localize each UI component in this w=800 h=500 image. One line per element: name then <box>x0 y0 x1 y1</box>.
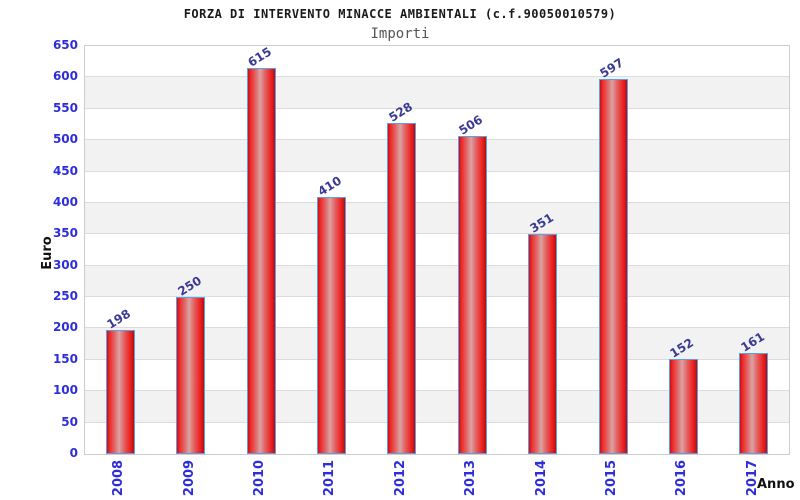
y-tick-label: 450 <box>52 163 78 178</box>
y-tick-label: 200 <box>52 320 78 335</box>
grid-band <box>85 202 789 235</box>
grid-band <box>85 172 789 203</box>
grid-band <box>85 109 789 141</box>
bar-2008 <box>105 329 135 454</box>
bar-2011 <box>316 196 346 454</box>
y-tick-label: 500 <box>52 132 78 147</box>
grid-band <box>85 360 789 392</box>
grid-band <box>85 265 789 298</box>
grid-band <box>85 46 789 78</box>
y-tick-label: 0 <box>69 446 78 460</box>
x-tick-label: 2014 <box>533 459 549 497</box>
x-tick-label: 2013 <box>463 459 479 497</box>
bar-2010 <box>246 67 276 454</box>
x-tick-label: 2009 <box>181 459 197 497</box>
y-tick-label: 350 <box>52 226 78 241</box>
y-tick-label: 50 <box>61 414 78 429</box>
plot-area <box>84 45 790 455</box>
bar-2012 <box>387 122 417 454</box>
x-tick-label: 2012 <box>392 459 408 497</box>
x-tick-label: 2008 <box>111 459 127 497</box>
bar-2015 <box>598 79 628 454</box>
y-axis-label: Euro <box>40 236 55 270</box>
y-tick-label: 400 <box>52 194 78 209</box>
grid-band <box>85 297 789 329</box>
bar-2016 <box>668 358 698 454</box>
grid-band <box>85 140 789 172</box>
x-tick-label: 2011 <box>322 459 338 497</box>
grid-band <box>85 77 789 109</box>
bar-2017 <box>739 352 769 454</box>
chart-subtitle: Importi <box>370 26 430 42</box>
chart-title: FORZA DI INTERVENTO MINACCE AMBIENTALI (… <box>183 7 617 21</box>
y-tick-label: 600 <box>52 69 78 84</box>
y-tick-label: 250 <box>52 289 78 304</box>
y-tick-label: 300 <box>52 257 78 272</box>
bar-2013 <box>457 136 487 454</box>
bar-2009 <box>176 297 206 454</box>
x-tick-label: 2016 <box>674 459 690 497</box>
x-tick-label: 2010 <box>252 459 267 497</box>
x-axis-label: Anno <box>757 477 795 492</box>
y-tick-label: 550 <box>52 100 78 115</box>
x-tick-label: 2015 <box>604 459 619 497</box>
grid-band <box>85 234 789 266</box>
y-tick-label: 100 <box>52 383 78 398</box>
y-tick-label: 150 <box>52 351 78 366</box>
bar-2014 <box>528 233 558 454</box>
